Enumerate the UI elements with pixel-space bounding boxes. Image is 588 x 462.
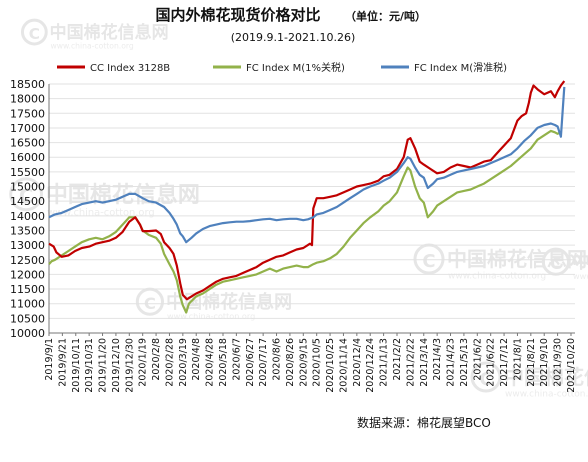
x-tick-label: 2020/10/5: [312, 338, 323, 387]
x-tick-label: 2020/1/19: [138, 338, 149, 387]
series-line-2: [48, 129, 562, 314]
y-tick-label: 16000: [10, 151, 45, 164]
y-tick-label: 10000: [10, 327, 45, 340]
watermark-brand: 中国棉花信息网: [504, 365, 588, 389]
x-tick-label: 2020/4/28: [205, 338, 216, 387]
x-tick-label: 2020/11/14: [338, 338, 349, 393]
watermark-brand: 中国棉花信息网: [50, 22, 169, 43]
x-tick-label: 2019/9/1: [44, 338, 55, 381]
y-tick-label: 12000: [10, 268, 45, 281]
y-tick-label: 14500: [10, 195, 45, 208]
x-tick-label: 2020/2/28: [164, 338, 175, 387]
x-tick-label: 2020/5/18: [218, 338, 229, 387]
x-tick-label: 2019/9/21: [57, 338, 68, 387]
x-tick-label: 2021/8/21: [526, 338, 537, 387]
watermark-brand: 中国棉花信息网: [572, 251, 588, 273]
legend: CC Index 3128B FC Index M(1%关税) FC Index M…: [57, 61, 507, 74]
watermark-url: www.china-cotton.org: [448, 271, 546, 281]
series-layer: [48, 80, 566, 314]
x-tick-label: 2020/9/15: [298, 338, 309, 387]
x-tick-label: 2020/12/24: [365, 338, 376, 393]
x-tick-label: 2020/3/19: [178, 338, 189, 387]
x-tick-label: 2020/2/8: [151, 338, 162, 381]
x-tick-label: 2021/9/10: [539, 338, 550, 387]
x-tick-label: 2021/6/22: [486, 338, 497, 387]
watermark-logo: [20, 18, 48, 46]
x-tick-label: 2021/7/12: [499, 338, 510, 387]
chart-unit-label: （单位：元/吨）: [345, 9, 426, 23]
legend-label: FC Index M(1%关税): [246, 61, 345, 74]
y-tick-label: 18500: [10, 78, 45, 91]
legend-label: CC Index 3128B: [90, 63, 170, 74]
y-tick-label: 18000: [10, 93, 45, 106]
y-tick-label: 13500: [10, 224, 45, 237]
chart-title: 国内外棉花现货价格对比: [155, 6, 320, 24]
watermark-logo: [470, 361, 502, 393]
y-tick-label: 17000: [10, 122, 45, 135]
x-tick-label: 2021/4/3: [432, 338, 443, 381]
watermark-brand: 中国棉花信息网: [46, 182, 200, 208]
x-tick-label: 2021/6/2: [472, 338, 483, 381]
y-tick-label: 14000: [10, 210, 45, 223]
legend-label: FC Index M(滑准税): [414, 61, 507, 74]
data-source-note: 数据来源：棉花展望BCO: [357, 415, 491, 430]
watermark-logo-letter: C: [479, 369, 492, 390]
watermark-logo-letter: C: [29, 25, 40, 43]
x-tick-label: 2021/10/20: [566, 338, 577, 393]
y-tick-label: 16500: [10, 137, 45, 150]
y-tick-label: 11500: [10, 283, 45, 296]
x-tick-label: 2020/8/26: [285, 338, 296, 387]
x-tick-label: 2021/2/22: [405, 338, 416, 387]
x-tick-label: 2021/5/13: [459, 338, 470, 387]
x-tick-label: 2019/11/20: [98, 338, 109, 393]
x-tick-label: 2021/9/30: [553, 338, 564, 387]
y-tick-label: 17500: [10, 107, 45, 120]
x-tick-label: 2020/12/4: [352, 338, 363, 387]
x-tick-label: 2019/10/31: [84, 338, 95, 393]
x-tick-label: 2021/2/2: [392, 338, 403, 381]
watermark-logo-letter: C: [422, 251, 435, 272]
watermark-logo-letter: C: [19, 185, 34, 208]
x-tick-label: 2020/7/17: [258, 338, 269, 387]
watermark-logo-letter: C: [550, 254, 562, 273]
watermark-logo: [9, 177, 43, 212]
watermark-url: www.china-cotton.org: [573, 271, 588, 281]
series-line-1: [48, 80, 566, 301]
y-tick-label: 11000: [10, 298, 45, 311]
x-tick-label: 2020/6/27: [245, 338, 256, 387]
x-tick-label: 2019/12/10: [111, 338, 122, 393]
x-tick-label: 2020/10/25: [325, 338, 336, 393]
series-line-3: [48, 86, 566, 244]
y-tick-label: 12500: [10, 254, 45, 267]
watermark-url: www.china-cotton.org: [167, 311, 255, 321]
x-tick-label: 2019/10/11: [71, 338, 82, 393]
watermark-url: www.china-cotton.org: [47, 208, 155, 219]
watermark-url: www.china-cotton.org: [51, 42, 134, 51]
x-tick-label: 2021/3/14: [419, 338, 430, 387]
x-tick-label: 2020/8/6: [272, 338, 283, 381]
x-tick-label: 2021/8/1: [512, 338, 523, 381]
x-tick-label: 2021/1/13: [379, 338, 390, 387]
x-tick-label: 2019/12/30: [124, 338, 135, 393]
y-tick-label: 15500: [10, 166, 45, 179]
y-tick-label: 10500: [10, 312, 45, 325]
x-tick-label: 2020/4/8: [191, 338, 202, 381]
chart-subtitle: (2019.9.1-2021.10.26): [231, 31, 356, 44]
y-tick-label: 15000: [10, 181, 45, 194]
x-tick-label: 2021/4/23: [446, 338, 457, 387]
y-tick-label: 13000: [10, 239, 45, 252]
x-tick-label: 2020/6/7: [231, 338, 242, 381]
watermark-url: www.china-cotton.org: [505, 389, 588, 399]
